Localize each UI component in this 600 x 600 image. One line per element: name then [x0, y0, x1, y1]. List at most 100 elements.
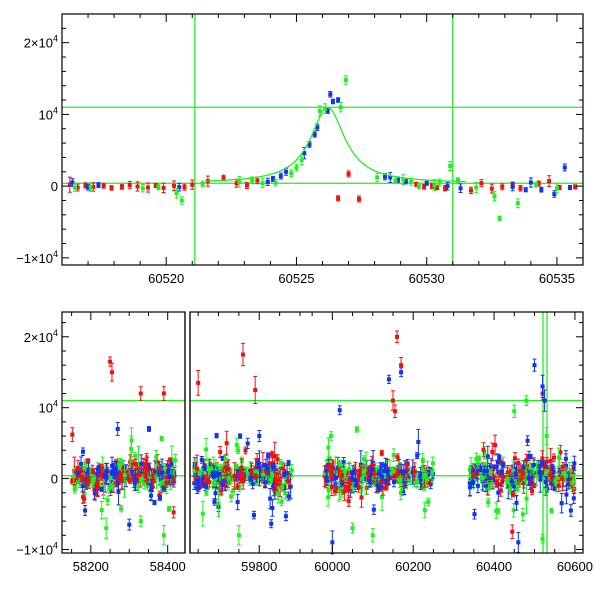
data-point: [269, 452, 274, 457]
season-data-point: [343, 463, 348, 479]
season-data-point: [379, 449, 384, 457]
data-point: [248, 476, 253, 481]
data-point: [152, 469, 157, 474]
data-point: [528, 180, 533, 185]
data-point: [338, 105, 343, 110]
red-data-point: [336, 195, 341, 202]
data-point: [77, 480, 82, 485]
data-point: [385, 466, 390, 471]
data-point: [375, 175, 380, 180]
data-point: [294, 165, 299, 170]
data-point: [573, 184, 578, 189]
data-point: [223, 465, 228, 470]
data-point: [326, 488, 331, 493]
data-point: [370, 474, 375, 479]
data-point: [572, 461, 577, 466]
data-point: [458, 186, 463, 191]
season-data-point: [269, 519, 274, 529]
data-point: [273, 477, 278, 482]
blue-data-point: [567, 184, 572, 191]
data-point: [334, 485, 339, 490]
data-point: [90, 480, 95, 485]
season-data-point: [154, 449, 159, 465]
red-data-point: [468, 186, 473, 195]
data-point: [554, 186, 559, 191]
data-point: [347, 466, 352, 471]
season-data-point: [251, 510, 256, 520]
data-point: [430, 461, 435, 466]
data-point: [238, 475, 243, 480]
data-point: [162, 467, 167, 472]
blue-data-point: [510, 182, 515, 192]
data-point: [523, 187, 528, 192]
red-data-point: [127, 180, 132, 190]
data-point: [146, 464, 151, 469]
data-point: [396, 177, 401, 182]
data-point: [359, 495, 364, 500]
top-model-curve: [205, 106, 466, 183]
data-point: [377, 471, 382, 476]
data-point: [387, 475, 392, 480]
data-point: [101, 183, 106, 188]
season-data-point: [157, 461, 162, 476]
data-point: [156, 470, 161, 475]
data-point: [393, 473, 398, 478]
data-point: [520, 512, 525, 517]
data-point: [497, 455, 502, 460]
data-point: [254, 470, 259, 475]
data-point: [107, 475, 112, 480]
data-point: [414, 182, 419, 187]
data-point: [395, 477, 400, 482]
data-point: [169, 475, 174, 480]
data-point: [328, 92, 333, 97]
data-point: [383, 464, 388, 469]
season-data-point: [104, 473, 109, 481]
season-data-point: [520, 507, 525, 521]
data-point: [92, 476, 97, 481]
data-point: [211, 480, 216, 485]
data-point: [356, 197, 361, 202]
season-data-point: [96, 465, 101, 471]
data-point: [518, 186, 523, 191]
data-point: [234, 181, 239, 186]
season-data-point: [268, 487, 273, 510]
data-point: [157, 466, 162, 471]
data-point: [538, 477, 543, 482]
green-data-point: [432, 179, 437, 191]
data-point: [284, 169, 289, 174]
season-data-point: [346, 495, 351, 507]
data-point: [330, 99, 335, 104]
data-point: [198, 484, 203, 489]
data-point: [150, 479, 155, 484]
data-point: [116, 489, 121, 494]
data-point: [283, 491, 288, 496]
data-point: [99, 487, 104, 492]
data-point: [241, 479, 246, 484]
data-point: [234, 464, 239, 469]
data-point: [153, 183, 158, 188]
data-point: [213, 462, 218, 467]
season-data-point: [167, 505, 172, 512]
data-point: [111, 481, 116, 486]
data-point: [67, 182, 72, 187]
red-data-point: [172, 180, 177, 192]
data-point: [271, 487, 276, 492]
green-data-point: [73, 183, 78, 192]
data-point: [172, 183, 177, 188]
red-data-point: [536, 180, 541, 187]
data-point: [250, 474, 255, 479]
data-point: [104, 468, 109, 473]
data-point: [395, 455, 400, 460]
data-point: [420, 458, 425, 463]
data-point: [74, 471, 79, 476]
data-point: [415, 453, 420, 458]
season-data-point: [362, 455, 367, 464]
data-point: [336, 468, 341, 473]
season-data-point: [340, 479, 345, 487]
season-data-point: [129, 427, 134, 454]
data-point: [418, 480, 423, 485]
season-data-point: [85, 476, 90, 486]
data-point: [207, 480, 212, 485]
x-tick-label: 60520: [148, 271, 184, 286]
